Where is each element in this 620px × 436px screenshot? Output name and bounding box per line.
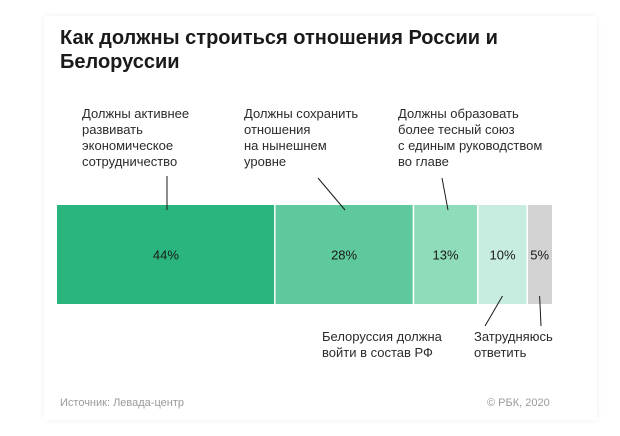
label-economic-cooperation: Должны активнее развивать экономическое … — [82, 106, 190, 169]
data-label-3: 10% — [489, 248, 515, 263]
bar-segment-4 — [527, 205, 552, 304]
label-keep-relations: Должны сохранить отношения на нынешнем у… — [244, 106, 359, 169]
copyright-note: © РБК, 2020 — [487, 397, 550, 409]
chart-title: Как должны строиться отношения России и … — [60, 27, 498, 73]
data-label-1: 28% — [331, 248, 357, 263]
label-join-russia: Белоруссия должна войти в состав РФ — [322, 329, 442, 360]
label-closer-union: Должны образовать более тесный союз с ед… — [398, 106, 543, 169]
bar-segment-3 — [477, 205, 528, 304]
data-label-0: 44% — [153, 248, 179, 263]
label-hard-to-say: Затрудняюсь ответить — [474, 329, 553, 360]
bar-segment-0 — [57, 205, 275, 304]
bar-segment-1 — [274, 205, 414, 304]
source-note: Источник: Левада-центр — [60, 397, 184, 409]
stacked-bar: 44% 28% 13% 10% 5% — [57, 205, 552, 304]
stacked-bar-svg: 44% 28% 13% 10% 5% — [57, 205, 552, 304]
bar-segment-2 — [413, 205, 478, 304]
data-label-4: 5% — [530, 248, 549, 263]
data-label-2: 13% — [433, 248, 459, 263]
